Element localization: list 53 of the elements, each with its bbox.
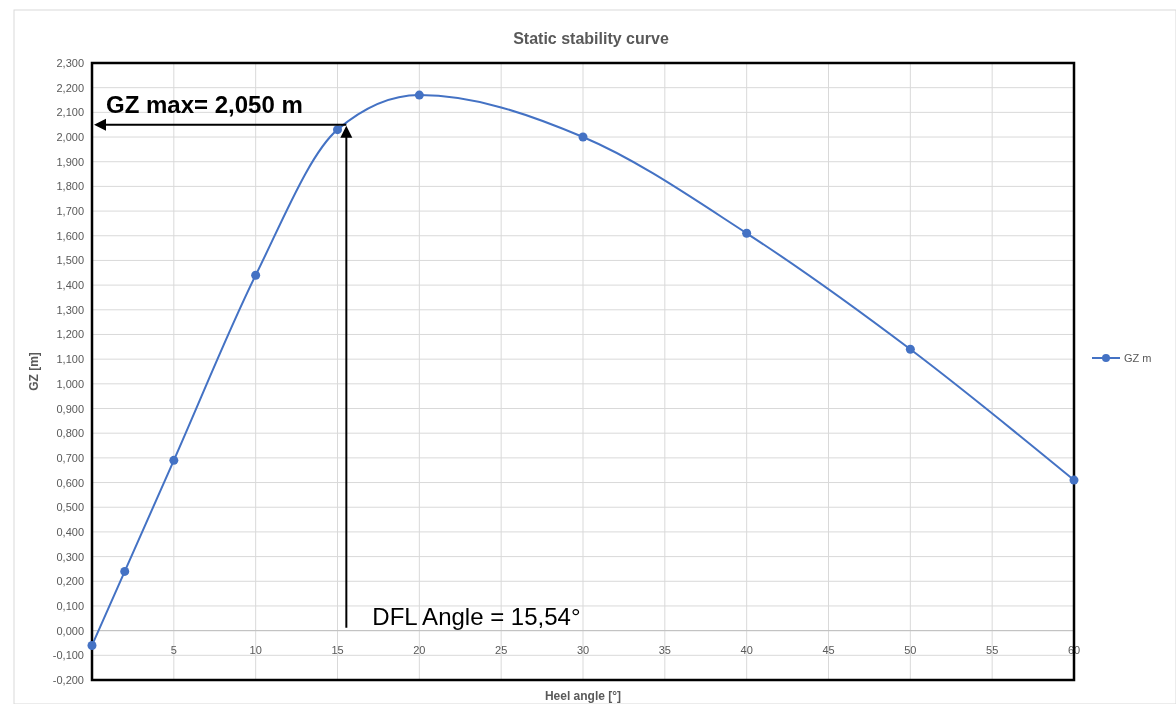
y-tick-label: 0,000 (56, 624, 84, 637)
y-tick-label: 2,100 (56, 106, 84, 119)
x-tick-label: 25 (495, 643, 508, 656)
y-tick-label: 0,500 (56, 501, 84, 514)
x-tick-label: 45 (822, 643, 835, 656)
point (120, 566, 130, 576)
y-tick-label: 0,700 (56, 451, 84, 464)
y-tick-label: -0,200 (52, 674, 84, 686)
annotation: GZ max= 2,050 m (106, 90, 303, 118)
y-tick-label: 1,700 (56, 205, 84, 218)
point (169, 455, 179, 465)
x-tick-label: 40 (740, 643, 753, 656)
chart-title: Static stability curve (513, 30, 669, 47)
y-tick-label: 0,200 (56, 575, 84, 588)
y-tick-label: 2,300 (56, 57, 84, 69)
y-tick-label: 0,600 (56, 476, 84, 489)
x-tick-label: 5 (170, 643, 177, 656)
point (578, 132, 588, 142)
y-tick-label: 1,100 (56, 353, 84, 366)
y-tick-label: 1,300 (56, 303, 84, 316)
y-tick-label: 1,600 (56, 229, 84, 242)
y-tick-label: 1,200 (56, 328, 84, 341)
point (333, 125, 342, 135)
x-tick-label: 15 (331, 643, 344, 656)
point (414, 90, 424, 100)
y-tick-label: 1,000 (56, 377, 84, 390)
y-tick-label: 0,300 (56, 550, 84, 563)
point (742, 228, 752, 238)
y-tick-label: 1,400 (56, 279, 84, 292)
y-tick-label: -0,100 (52, 649, 84, 662)
y-axis-title: GZ [m] (27, 352, 41, 391)
x-tick-label: 35 (658, 643, 671, 656)
y-tick-label: 2,000 (56, 131, 84, 144)
point (251, 270, 261, 280)
y-tick-label: 0,900 (56, 402, 84, 415)
x-axis-title: Heel angle [°] (544, 689, 622, 703)
x-tick-label: 30 (576, 643, 590, 656)
y-tick-label: 2,200 (56, 81, 84, 94)
y-tick-label: 1,500 (56, 254, 84, 267)
y-tick-label: 0,800 (56, 427, 84, 440)
x-tick-label: 55 (986, 643, 999, 656)
y-tick-label: 1,800 (56, 180, 84, 193)
point (905, 344, 915, 354)
legend-label: GZ m (1124, 352, 1152, 364)
y-tick-label: 1,900 (56, 155, 84, 168)
y-tick-label: 0,400 (56, 525, 84, 538)
annotation: DFL Angle = 15,54° (372, 602, 581, 630)
x-tick-label: 50 (904, 643, 917, 656)
y-tick-label: 0,100 (56, 599, 84, 612)
x-tick-label: 20 (413, 643, 426, 656)
point (87, 640, 97, 650)
x-tick-label: 10 (249, 643, 262, 656)
point (1069, 475, 1079, 485)
